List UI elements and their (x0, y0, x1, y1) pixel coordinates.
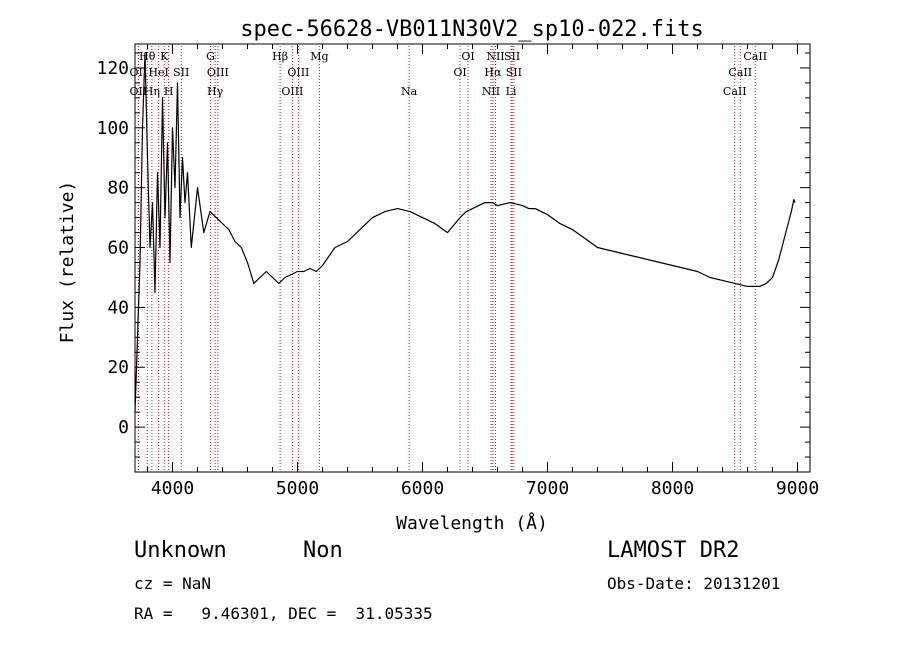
spectral-line-label: Li (506, 85, 517, 98)
spectral-line-label: K (160, 50, 169, 63)
spectral-line-label: CaII (743, 50, 767, 63)
coordinates: RA = 9.46301, DEC = 31.05335 (134, 604, 433, 623)
y-tick-label: 100 (96, 118, 129, 139)
plot-frame (134, 43, 811, 473)
spectral-line-label: SII (506, 66, 522, 79)
spectral-line-label: HeI (148, 66, 168, 79)
x-axis-label: Wavelength (Å) (396, 512, 548, 534)
chart-title: spec-56628-VB011N30V2_sp10-022.fits (240, 17, 704, 42)
x-tick-label: 4000 (151, 478, 194, 499)
redshift-text: cz = NaN (134, 574, 212, 593)
spectral-line-label: Hθ (139, 50, 156, 63)
spectral-line-label: NII (486, 50, 504, 63)
spectral-line-label: OIII (287, 66, 309, 79)
object-class: Unknown (134, 538, 227, 563)
x-tick-label: 5000 (276, 478, 319, 499)
spectral-line-label: Hη (144, 85, 160, 98)
series-layer (134, 52, 796, 413)
spectral-line-label: OI (453, 66, 466, 79)
x-tick-label: 8000 (651, 478, 694, 499)
spectral-line-label: Hγ (207, 85, 224, 98)
y-tick-label: 60 (107, 238, 129, 259)
x-axis: 4000 5000 6000 7000 8000 9000 (147, 44, 819, 499)
y-axis: 0 20 40 60 80 100 120 (96, 52, 810, 458)
y-tick-label: 120 (96, 58, 129, 79)
y-tick-label: 80 (107, 178, 129, 199)
obs-date: Obs-Date: 20131201 (607, 574, 781, 593)
x-tick-label: 6000 (401, 478, 444, 499)
spectral-line-label: CaII (728, 66, 752, 79)
spectral-line-label: SII (504, 50, 520, 63)
y-tick-label: 20 (107, 357, 129, 378)
spectral-line-label: OII (130, 85, 148, 98)
spectral-line-label: OIII (281, 85, 303, 98)
survey-name: LAMOST DR2 (607, 538, 740, 563)
spectral-line-label: OII (130, 66, 148, 79)
spectral-line-label: NII (482, 85, 500, 98)
spectral-line-label: SII (173, 66, 189, 79)
x-tick-label: 9000 (776, 478, 819, 499)
spectral-line-label: H (164, 85, 174, 98)
spectral-line-label: Na (401, 85, 418, 98)
spectral-line-label: G (206, 50, 215, 63)
spectral-line-label: Mg (310, 50, 328, 63)
spectrum-chart: spec-56628-VB011N30V2_sp10-022.fits Hθ KO… (57, 17, 819, 534)
object-subclass: Non (303, 538, 343, 563)
spectral-line-label: OIII (207, 66, 229, 79)
spectrum-line-series (134, 52, 796, 413)
spectral-line-label: CaII (723, 85, 747, 98)
y-tick-label: 0 (118, 417, 129, 438)
y-tick-label: 40 (107, 297, 129, 318)
x-tick-label: 7000 (526, 478, 569, 499)
spectral-line-label: Hβ (272, 50, 288, 63)
y-axis-label: Flux (relative) (57, 181, 78, 344)
spectral-line-label: OI (461, 50, 474, 63)
spectral-line-label: Hα (484, 66, 502, 79)
